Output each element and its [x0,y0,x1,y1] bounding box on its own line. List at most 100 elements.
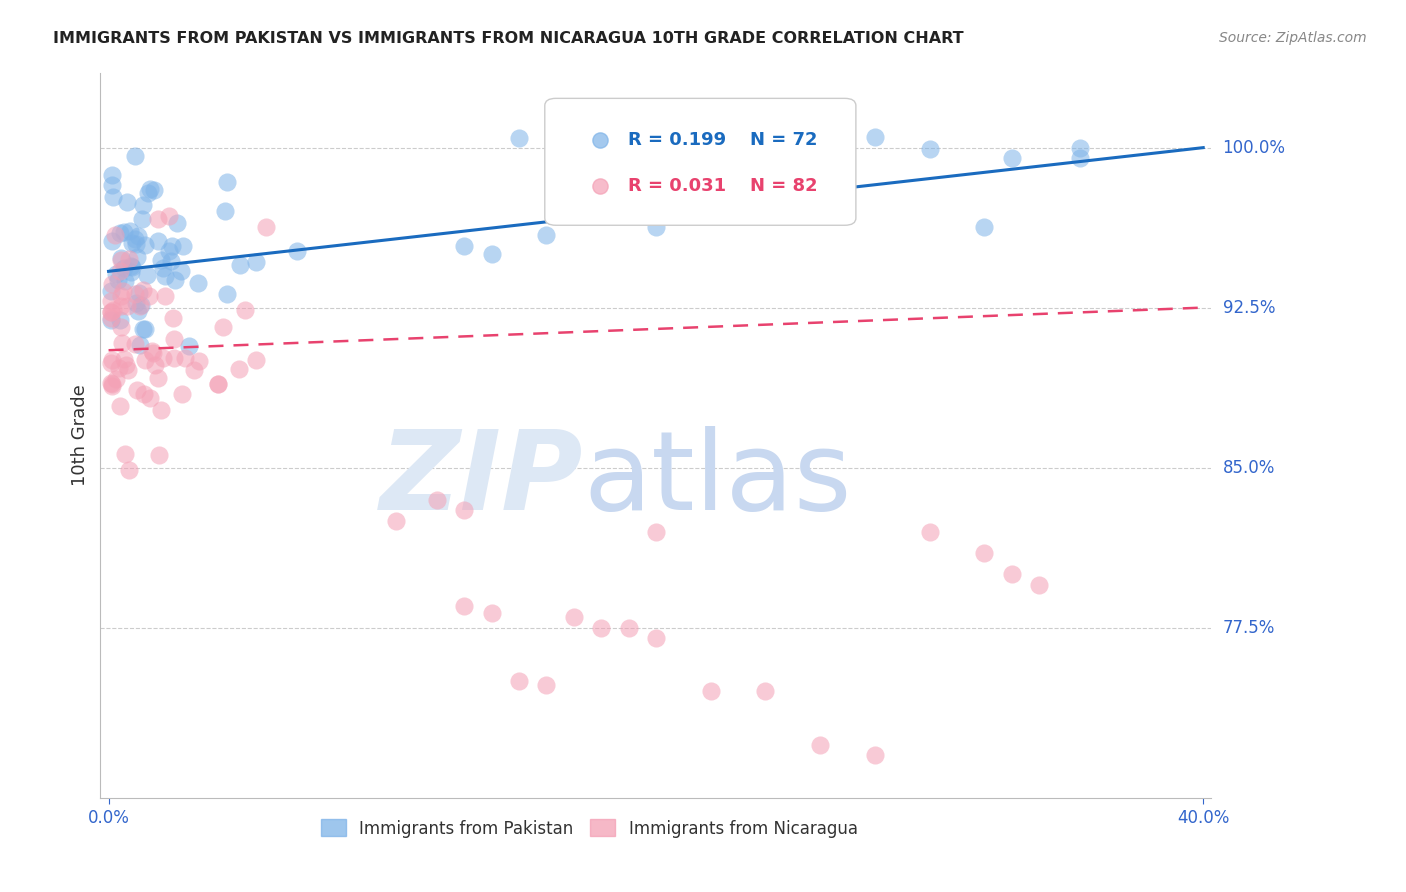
Point [782,169,804,184]
Point [132,321,155,335]
Point [152,351,174,365]
Point [160,253,183,268]
Point [100,376,122,390]
Point [699,684,721,698]
Point [134,352,156,367]
Point [136,186,159,201]
Point [863,130,886,145]
Point [229,258,252,272]
Point [214,204,236,219]
Text: N = 72: N = 72 [751,131,818,149]
Point [142,346,165,360]
Point [110,252,132,266]
Point [163,332,186,346]
Point [254,220,277,235]
Point [149,402,172,417]
Point [110,289,132,303]
Text: IMMIGRANTS FROM PAKISTAN VS IMMIGRANTS FROM NICARAGUA 10TH GRADE CORRELATION CHA: IMMIGRANTS FROM PAKISTAN VS IMMIGRANTS F… [53,31,965,46]
Point [591,620,613,634]
Point [159,244,181,258]
Point [110,252,132,267]
Point [114,274,136,288]
Point [233,303,256,318]
Point [453,239,475,253]
Point [104,228,127,243]
Point [131,198,153,212]
Point [127,384,149,398]
Point [453,599,475,614]
Point [135,268,157,283]
Point [114,447,136,461]
Point [124,232,146,246]
Point [101,377,124,392]
Point [124,337,146,351]
Point [207,376,229,391]
Point [139,181,162,195]
Point [128,338,150,352]
Point [153,269,176,284]
Point [754,684,776,698]
Point [153,289,176,303]
Point [562,610,585,624]
Point [124,295,146,310]
Point [1069,151,1091,165]
Point [124,286,146,301]
Point [118,463,141,477]
Point [101,302,124,317]
Point [918,524,941,539]
Point [108,226,131,240]
Point [188,354,211,368]
Point [453,503,475,517]
Point [1001,567,1024,582]
Text: R = 0.031: R = 0.031 [628,178,727,195]
Point [170,387,193,401]
Text: Source: ZipAtlas.com: Source: ZipAtlas.com [1219,31,1367,45]
Point [112,352,135,367]
Point [169,264,191,278]
Point [100,311,122,326]
Point [110,264,132,278]
Point [118,224,141,238]
Text: R = 0.199: R = 0.199 [628,131,727,149]
Point [121,260,143,274]
Point [141,344,163,359]
FancyBboxPatch shape [544,98,856,226]
Point [100,305,122,319]
Point [107,273,129,287]
Point [101,379,124,393]
Point [132,283,155,297]
Text: 77.5%: 77.5% [1223,618,1275,637]
Point [104,267,127,281]
Point [110,335,132,350]
Point [125,250,148,264]
Point [644,524,666,539]
Point [101,234,124,248]
Point [207,377,229,392]
Point [120,265,142,279]
Point [211,320,233,334]
Point [114,358,136,372]
Point [172,238,194,252]
Point [228,362,250,376]
Point [101,178,124,192]
Point [127,304,149,318]
Point [148,448,170,462]
Point [128,300,150,314]
Point [115,195,138,210]
Point [100,285,122,299]
Point [481,606,503,620]
Point [863,748,886,763]
Point [117,299,139,313]
Point [134,238,156,252]
Point [808,738,831,752]
Point [110,400,132,414]
Text: ZIP: ZIP [380,425,583,533]
Point [245,255,267,269]
Text: 85.0%: 85.0% [1223,458,1275,476]
Point [160,239,183,253]
Point [110,299,132,313]
Point [100,305,122,319]
Text: N = 82: N = 82 [751,178,818,195]
Point [111,284,134,298]
Point [100,277,122,292]
